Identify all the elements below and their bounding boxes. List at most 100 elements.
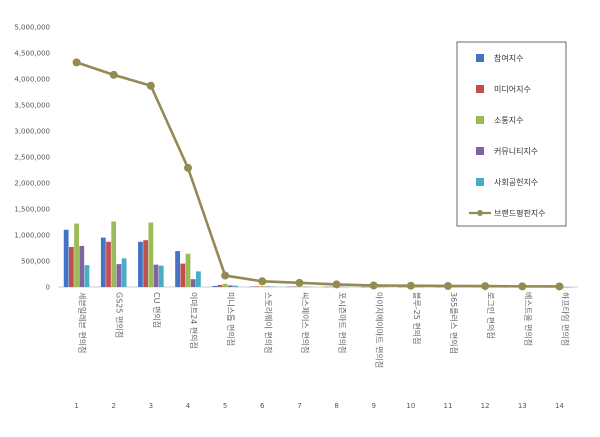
bar-4 <box>190 279 196 287</box>
bar-3 <box>222 283 228 287</box>
line-point <box>109 70 118 79</box>
legend-label: 사회공헌지수 <box>494 178 538 187</box>
bar-2 <box>180 263 186 287</box>
x-index-label: 8 <box>334 402 338 410</box>
y-tick-label: 5,000,000 <box>14 24 50 32</box>
category-label: 이마트24 편의점 <box>189 292 199 349</box>
line-point <box>518 282 527 291</box>
line-point <box>295 278 304 287</box>
bar-5 <box>84 265 90 287</box>
legend-label: 미디어지수 <box>494 84 531 94</box>
legend-label: 참여지수 <box>494 53 523 63</box>
bar-5 <box>196 271 201 287</box>
bar-2 <box>217 284 223 287</box>
line-point <box>184 163 192 172</box>
bar-3 <box>74 223 79 287</box>
x-index-label: 4 <box>186 402 191 410</box>
line-point <box>146 81 155 90</box>
x-index-label: 14 <box>555 402 564 410</box>
bar-5 <box>233 285 238 287</box>
bar-2 <box>106 241 111 287</box>
series-line <box>76 61 560 288</box>
category-label: 로그인 편의점 <box>486 292 496 339</box>
legend-label: 소통지수 <box>494 116 523 125</box>
x-index-label: 9 <box>371 402 375 410</box>
bar-4 <box>79 245 85 287</box>
bar-4 <box>265 286 270 287</box>
bar-3 <box>148 222 154 287</box>
bar-5 <box>158 265 164 287</box>
legend-swatch <box>476 85 484 93</box>
category-label: 하프타임 편의점 <box>560 292 570 346</box>
y-tick-label: 2,500,000 <box>14 154 50 162</box>
bars <box>63 221 573 288</box>
x-index-label: 2 <box>111 402 115 410</box>
line-point <box>221 271 230 280</box>
category-label: 씨스페이스 편의점 <box>300 292 310 353</box>
y-axis: 0 500,000 1,000,000 1,500,000 2,000,000 2,500… <box>14 24 50 292</box>
category-label: CU 편의점 <box>152 292 162 328</box>
legend-swatch <box>476 54 484 62</box>
y-tick-label: 4,000,000 <box>14 76 50 84</box>
legend-swatch <box>476 178 484 186</box>
bar-1 <box>138 241 143 287</box>
x-index-label: 6 <box>260 402 265 410</box>
x-index-label: 10 <box>406 402 415 410</box>
x-index-label: 12 <box>481 402 490 410</box>
bar-2 <box>68 246 74 287</box>
y-tick-label: 1,000,000 <box>14 232 50 240</box>
x-index-label: 1 <box>74 402 78 410</box>
category-label: 블루-25 편의점 <box>412 292 422 344</box>
bar-4 <box>116 264 122 287</box>
category-label: 365플러스 편의점 <box>449 292 459 354</box>
bar-3 <box>185 253 191 287</box>
category-label: 포시즌마트 편의점 <box>338 292 348 353</box>
trend-line <box>72 58 564 291</box>
y-tick-label: 4,500,000 <box>14 50 50 58</box>
x-index-label: 13 <box>518 402 527 410</box>
bar-4 <box>227 285 233 287</box>
x-index-label: 5 <box>223 402 227 410</box>
bar-1 <box>100 237 106 287</box>
bar-2 <box>254 286 260 287</box>
line-point <box>332 280 341 289</box>
y-tick-label: 3,500,000 <box>14 102 50 110</box>
category-label: 아이지에이마트 편의점 <box>375 292 385 368</box>
line-point <box>555 282 564 291</box>
line-point <box>72 58 81 67</box>
y-tick-label: 2,000,000 <box>14 180 50 188</box>
category-label: 스토리웨이 편의점 <box>263 292 273 353</box>
x-index-label: 11 <box>444 402 453 410</box>
bar-1 <box>63 229 69 287</box>
x-index-label: 7 <box>297 402 301 410</box>
bar-1 <box>175 251 180 287</box>
legend-point-swatch <box>477 210 483 216</box>
category-label: 베스트올 편의점 <box>523 292 533 346</box>
line-point <box>258 277 267 286</box>
y-tick-label: 1,500,000 <box>14 206 50 214</box>
line-point <box>406 281 415 290</box>
bar-3 <box>259 286 265 287</box>
legend-frame <box>456 41 567 227</box>
y-tick-label: 500,000 <box>21 258 50 266</box>
category-label: 미니스톱 편의점 <box>226 292 236 346</box>
category-label: 세븐일레븐 편의점 <box>78 292 88 353</box>
category-label: GS25 편의점 <box>115 292 125 338</box>
bar-4 <box>153 264 159 287</box>
bar-1 <box>212 285 218 287</box>
legend-swatch <box>476 116 484 124</box>
x-index-label: 3 <box>149 402 153 410</box>
y-tick-label: 0 <box>46 284 50 292</box>
legend-label: 커뮤니티지수 <box>494 146 538 156</box>
x-axis: 세븐일레븐 편의점 1 GS25 편의점 2 CU 편의점 3 이마트24 편의점 4 미니스톱… <box>58 286 578 410</box>
bar-2 <box>143 240 149 287</box>
bar-5 <box>121 258 127 287</box>
line-point <box>481 282 490 291</box>
line-point <box>369 281 378 290</box>
y-tick-label: 3,000,000 <box>14 128 50 136</box>
legend-swatch <box>476 147 484 155</box>
bar-3 <box>111 221 117 287</box>
legend-label: 브랜드평판지수 <box>494 208 546 218</box>
